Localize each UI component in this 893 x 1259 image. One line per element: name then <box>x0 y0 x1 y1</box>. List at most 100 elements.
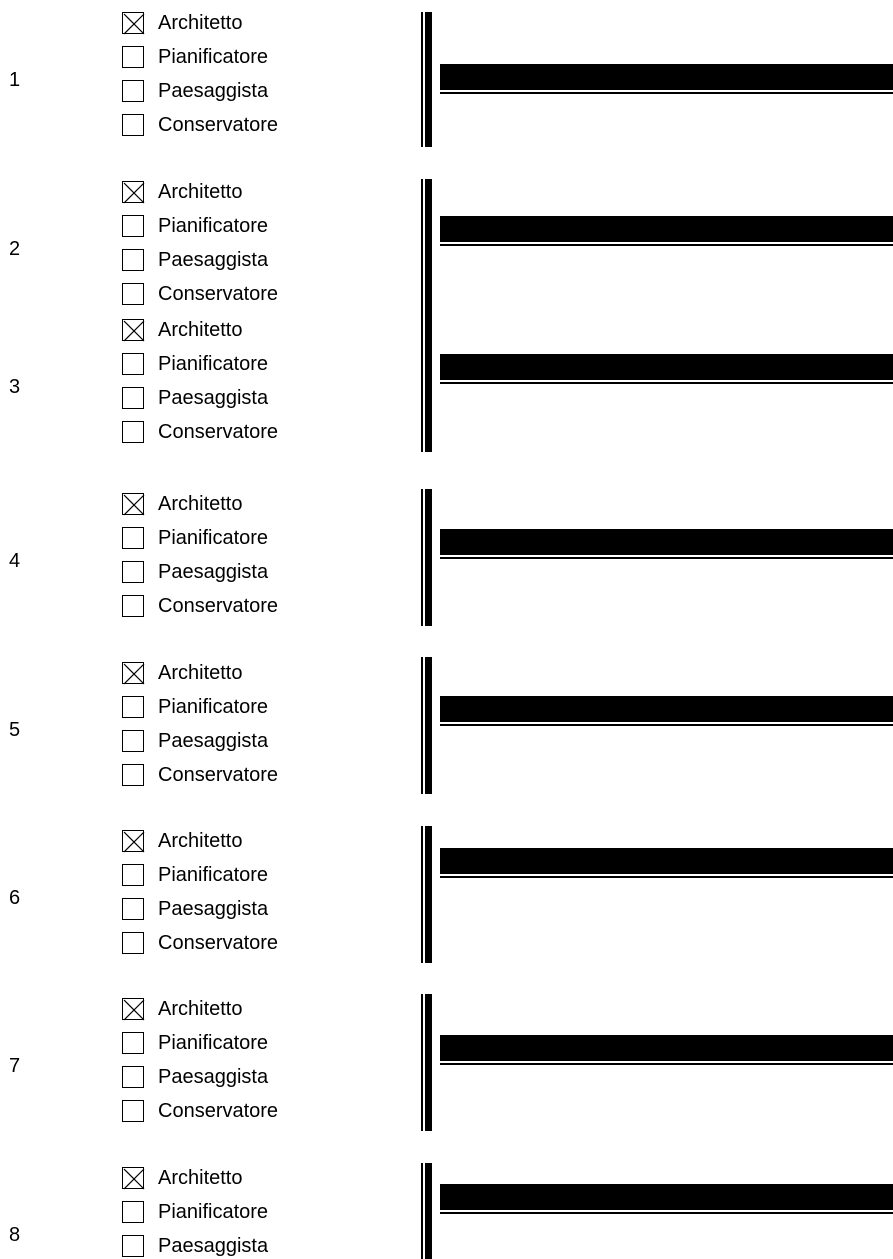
row-number: 5 <box>9 719 21 741</box>
checkbox-unchecked[interactable] <box>122 1100 144 1122</box>
option-label: Pianificatore <box>158 46 269 68</box>
checkbox-unchecked[interactable] <box>122 249 144 271</box>
vertical-divider <box>421 179 432 299</box>
checkbox-checked[interactable] <box>122 493 145 516</box>
option-label: Paesaggista <box>158 898 269 920</box>
row-number: 6 <box>9 887 21 909</box>
option-label: Pianificatore <box>158 1032 269 1054</box>
option-label: Paesaggista <box>158 249 269 271</box>
vertical-divider <box>421 994 432 1131</box>
option-label: Conservatore <box>158 114 279 136</box>
cross-icon <box>123 182 145 204</box>
option-label: Pianificatore <box>158 215 269 237</box>
redacted-name-field[interactable] <box>440 64 893 94</box>
checkbox-checked[interactable] <box>122 181 145 204</box>
checkbox-unchecked[interactable] <box>122 1032 144 1054</box>
cross-icon <box>123 831 145 853</box>
checkbox-checked[interactable] <box>122 998 145 1021</box>
underline <box>440 1212 893 1214</box>
checkbox-checked[interactable] <box>122 12 145 35</box>
option-label: Pianificatore <box>158 353 269 375</box>
option-label: Pianificatore <box>158 527 269 549</box>
option-label: Architetto <box>158 1167 243 1189</box>
vertical-divider <box>421 826 432 963</box>
checkbox-unchecked[interactable] <box>122 764 144 786</box>
option-label: Pianificatore <box>158 696 269 718</box>
underline <box>440 1063 893 1065</box>
option-label: Architetto <box>158 830 243 852</box>
checkbox-unchecked[interactable] <box>122 1201 144 1223</box>
cross-icon <box>123 13 145 35</box>
checkbox-unchecked[interactable] <box>122 421 144 443</box>
option-label: Architetto <box>158 493 243 515</box>
redaction-block <box>440 696 893 722</box>
checkbox-checked[interactable] <box>122 319 145 342</box>
redacted-name-field[interactable] <box>440 1184 893 1214</box>
row-number: 3 <box>9 376 21 398</box>
checkbox-unchecked[interactable] <box>122 696 144 718</box>
vertical-divider <box>421 299 432 452</box>
cross-icon <box>123 999 145 1021</box>
checkbox-unchecked[interactable] <box>122 1066 144 1088</box>
checkbox-unchecked[interactable] <box>122 595 144 617</box>
checkbox-unchecked[interactable] <box>122 932 144 954</box>
checkbox-unchecked[interactable] <box>122 353 144 375</box>
row-number: 1 <box>9 69 21 91</box>
checkbox-unchecked[interactable] <box>122 46 144 68</box>
row-number: 4 <box>9 550 21 572</box>
vertical-divider <box>421 657 432 794</box>
checkbox-unchecked[interactable] <box>122 898 144 920</box>
redaction-block <box>440 1184 893 1210</box>
checkbox-unchecked[interactable] <box>122 387 144 409</box>
underline <box>440 557 893 559</box>
option-label: Conservatore <box>158 421 279 443</box>
vertical-divider <box>421 489 432 626</box>
checkbox-unchecked[interactable] <box>122 527 144 549</box>
redaction-block <box>440 848 893 874</box>
cross-icon <box>123 1168 145 1190</box>
vertical-divider <box>421 1163 432 1259</box>
row-number: 8 <box>9 1224 21 1246</box>
redaction-block <box>440 529 893 555</box>
option-label: Conservatore <box>158 283 279 305</box>
checkbox-unchecked[interactable] <box>122 215 144 237</box>
redaction-block <box>440 354 893 380</box>
checkbox-unchecked[interactable] <box>122 864 144 886</box>
option-label: Paesaggista <box>158 387 269 409</box>
checkbox-unchecked[interactable] <box>122 1235 144 1257</box>
option-label: Architetto <box>158 12 243 34</box>
option-label: Architetto <box>158 662 243 684</box>
redacted-name-field[interactable] <box>440 848 893 878</box>
redaction-block <box>440 64 893 90</box>
checkbox-checked[interactable] <box>122 662 145 685</box>
redacted-name-field[interactable] <box>440 529 893 559</box>
checkbox-unchecked[interactable] <box>122 730 144 752</box>
option-label: Architetto <box>158 998 243 1020</box>
checkbox-unchecked[interactable] <box>122 80 144 102</box>
checkbox-unchecked[interactable] <box>122 283 144 305</box>
row-number: 7 <box>9 1055 21 1077</box>
checkbox-unchecked[interactable] <box>122 561 144 583</box>
redacted-name-field[interactable] <box>440 1035 893 1065</box>
redacted-name-field[interactable] <box>440 354 893 384</box>
option-label: Conservatore <box>158 1100 279 1122</box>
redacted-name-field[interactable] <box>440 696 893 726</box>
option-label: Paesaggista <box>158 80 269 102</box>
checkbox-unchecked[interactable] <box>122 114 144 136</box>
option-label: Architetto <box>158 319 243 341</box>
checkbox-checked[interactable] <box>122 1167 145 1190</box>
vertical-divider <box>421 12 432 147</box>
option-label: Paesaggista <box>158 561 269 583</box>
option-label: Pianificatore <box>158 864 269 886</box>
option-label: Paesaggista <box>158 1066 269 1088</box>
checkbox-checked[interactable] <box>122 830 145 853</box>
option-label: Conservatore <box>158 764 279 786</box>
underline <box>440 876 893 878</box>
redacted-name-field[interactable] <box>440 216 893 246</box>
option-label: Conservatore <box>158 932 279 954</box>
option-label: Pianificatore <box>158 1201 269 1223</box>
row-number: 2 <box>9 238 21 260</box>
option-label: Conservatore <box>158 595 279 617</box>
underline <box>440 92 893 94</box>
